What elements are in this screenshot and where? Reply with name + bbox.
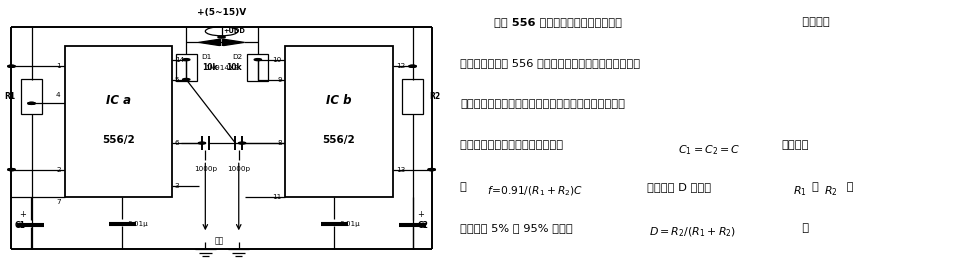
Text: 1N914X2: 1N914X2 — [204, 65, 239, 71]
Text: 10k: 10k — [202, 63, 218, 72]
Text: 13: 13 — [396, 167, 406, 173]
Text: 1: 1 — [56, 63, 61, 69]
Text: 利用 556 组成的双无稳态多谐振荡器: 利用 556 组成的双无稳态多谐振荡器 — [494, 17, 622, 27]
Circle shape — [28, 102, 35, 104]
Text: 以输出两个同步的时钟脉冲信号，其间隔和振荡频率可: 以输出两个同步的时钟脉冲信号，其间隔和振荡频率可 — [460, 99, 626, 109]
Text: 。: 。 — [795, 223, 809, 233]
Text: ，占空比 D 取决于: ，占空比 D 取决于 — [647, 182, 714, 192]
Text: $C_1 = C_2 = C$: $C_1 = C_2 = C$ — [678, 143, 740, 157]
Circle shape — [182, 59, 190, 61]
Text: 值，可在 5% 至 95% 选择，: 值，可在 5% 至 95% 选择， — [460, 223, 581, 233]
Text: 6: 6 — [175, 140, 180, 146]
Text: 1000p: 1000p — [227, 166, 250, 172]
Bar — [285, 46, 393, 197]
Text: $D = R_2/(R_1+R_2)$: $D = R_2/(R_1+R_2)$ — [649, 225, 736, 239]
Circle shape — [8, 65, 15, 67]
Text: 5: 5 — [175, 77, 180, 82]
Bar — [247, 54, 268, 81]
Circle shape — [199, 142, 205, 144]
Text: 7: 7 — [56, 199, 61, 205]
Text: ，振荡频: ，振荡频 — [781, 140, 809, 151]
Circle shape — [254, 59, 262, 61]
Text: 的: 的 — [843, 182, 854, 192]
Text: 12: 12 — [396, 63, 406, 69]
Circle shape — [8, 65, 15, 67]
Text: D2: D2 — [232, 54, 243, 60]
Text: 8: 8 — [277, 140, 282, 146]
Polygon shape — [199, 39, 220, 46]
Text: IC a: IC a — [106, 94, 131, 107]
Text: 11: 11 — [272, 195, 282, 200]
Text: 4: 4 — [55, 92, 60, 98]
Polygon shape — [223, 39, 244, 46]
Text: +: + — [417, 210, 424, 219]
Circle shape — [428, 169, 435, 171]
Circle shape — [8, 169, 15, 171]
Text: 0.01μ: 0.01μ — [339, 221, 360, 227]
Text: 2: 2 — [56, 167, 61, 173]
Bar — [65, 46, 172, 197]
Circle shape — [182, 78, 190, 81]
Text: 输出: 输出 — [215, 237, 224, 246]
Bar — [176, 54, 197, 81]
Text: +UDD: +UDD — [223, 28, 245, 34]
Text: 9: 9 — [277, 77, 282, 82]
Text: C1: C1 — [15, 221, 26, 230]
Text: C2: C2 — [417, 221, 428, 230]
Text: $R_1$: $R_1$ — [793, 184, 806, 198]
Text: 率: 率 — [460, 182, 475, 192]
Circle shape — [409, 65, 416, 67]
Circle shape — [218, 36, 225, 38]
Circle shape — [239, 142, 245, 144]
Text: R2: R2 — [429, 92, 440, 101]
Bar — [402, 80, 423, 114]
Text: 3: 3 — [175, 183, 180, 188]
Text: +(5~15)V: +(5~15)V — [197, 8, 246, 17]
Text: $f\!=\!0.91/(R_1+R_2)C$: $f\!=\!0.91/(R_1+R_2)C$ — [487, 184, 584, 198]
Circle shape — [409, 65, 416, 67]
Bar — [21, 80, 42, 114]
Text: 该电路由: 该电路由 — [795, 17, 829, 27]
Text: D1: D1 — [201, 54, 211, 60]
Text: 1000p: 1000p — [194, 166, 217, 172]
Circle shape — [8, 169, 15, 171]
Text: 、: 、 — [812, 182, 818, 192]
Text: 10k: 10k — [226, 63, 242, 72]
Text: IC b: IC b — [327, 94, 351, 107]
Text: +: + — [19, 210, 26, 219]
Text: 一块双时基电路 556 组成的两个同步的多谐振荡器。可: 一块双时基电路 556 组成的两个同步的多谐振荡器。可 — [460, 58, 641, 68]
Circle shape — [428, 169, 435, 171]
Text: R1: R1 — [4, 92, 15, 101]
Text: $R_2$: $R_2$ — [824, 184, 838, 198]
Text: 0.01μ: 0.01μ — [127, 221, 148, 227]
Text: 556/2: 556/2 — [102, 135, 135, 145]
Circle shape — [28, 102, 35, 104]
Text: 556/2: 556/2 — [323, 135, 355, 145]
Text: 14: 14 — [175, 57, 184, 63]
Text: 10: 10 — [272, 57, 282, 63]
Text: 通过调节时间常数来改变。若选择: 通过调节时间常数来改变。若选择 — [460, 140, 571, 151]
